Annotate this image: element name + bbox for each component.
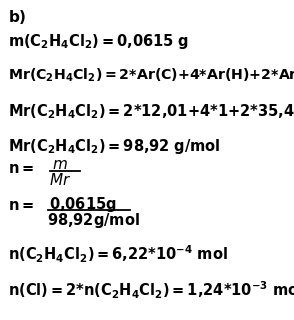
Text: $\mathit{Mr}$: $\mathit{Mr}$: [49, 172, 71, 188]
Text: $\mathbf{m(C_2H_4Cl_2){=}0{,}0615\ g}$: $\mathbf{m(C_2H_4Cl_2){=}0{,}0615\ g}$: [8, 32, 189, 51]
Text: $\mathbf{n(C_2H_4Cl_2){=}6{,}22{*}10^{-4}\ mol}$: $\mathbf{n(C_2H_4Cl_2){=}6{,}22{*}10^{-4…: [8, 244, 228, 265]
Text: $\mathbf{n{=}}$: $\mathbf{n{=}}$: [8, 162, 34, 176]
Text: $\mathbf{0{,}0615g}$: $\mathbf{0{,}0615g}$: [49, 195, 117, 214]
Text: $\mathbf{n(Cl){=}2{*}n(C_2H_4Cl_2){=}1{,}24{*}10^{-3}\ mol}$: $\mathbf{n(Cl){=}2{*}n(C_2H_4Cl_2){=}1{,…: [8, 280, 294, 301]
Text: $\mathit{m}$: $\mathit{m}$: [52, 158, 68, 172]
Text: $\mathbf{b)}$: $\mathbf{b)}$: [8, 8, 26, 26]
Text: $\mathbf{Mr(C_2H_4Cl_2){=}2{*}Ar(C){+}4{*}Ar(H){+}2{*}Ar(Cl)}$: $\mathbf{Mr(C_2H_4Cl_2){=}2{*}Ar(C){+}4{…: [8, 67, 294, 84]
Text: $\mathbf{98{,}92g/mol}$: $\mathbf{98{,}92g/mol}$: [47, 211, 140, 230]
Text: $\mathbf{n{=}}$: $\mathbf{n{=}}$: [8, 199, 34, 213]
Text: $\mathbf{Mr(C_2H_4Cl_2){=}2{*}12{,}01{+}4{*}1{+}2{*}35{,}45}$: $\mathbf{Mr(C_2H_4Cl_2){=}2{*}12{,}01{+}…: [8, 102, 294, 121]
Text: $\mathbf{Mr(C_2H_4Cl_2){=}98{,}92\ g/mol}$: $\mathbf{Mr(C_2H_4Cl_2){=}98{,}92\ g/mol…: [8, 137, 220, 156]
